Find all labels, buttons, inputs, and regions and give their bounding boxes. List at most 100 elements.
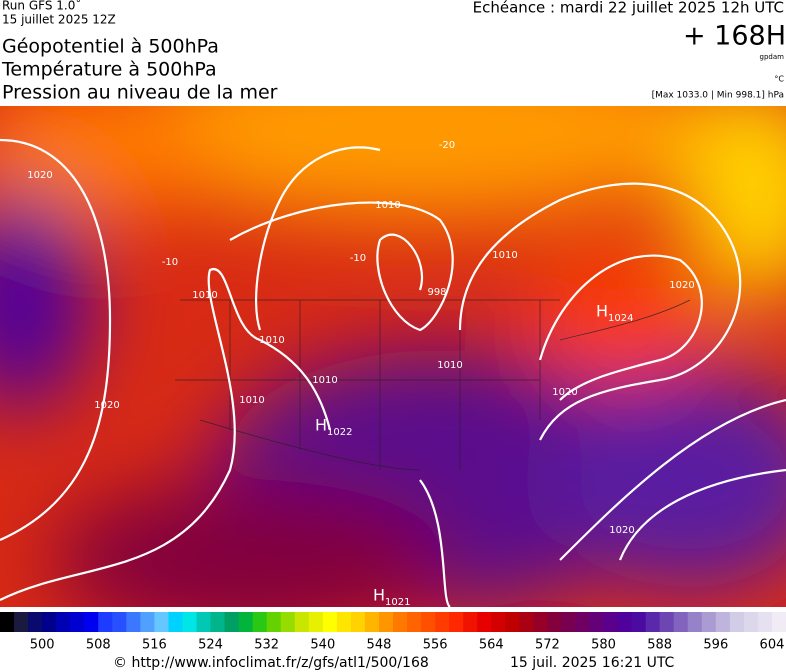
color-swatch <box>182 612 197 632</box>
color-swatch <box>98 612 113 632</box>
color-swatch <box>336 612 352 632</box>
colorbar-tick-label: 604 <box>760 638 785 653</box>
color-swatch <box>126 612 141 632</box>
isobar-label: 1020 <box>27 170 52 181</box>
color-swatch <box>449 612 464 632</box>
high-symbol: H <box>373 586 385 605</box>
colorbar-tick-label: 564 <box>479 638 504 653</box>
colorbar-tick-label: 524 <box>198 638 223 653</box>
color-swatch <box>0 612 15 632</box>
unit-label: gpdam <box>760 53 785 61</box>
color-swatch <box>364 612 380 632</box>
color-swatch <box>140 612 155 632</box>
color-swatch <box>757 612 773 632</box>
timestamp: 15 juil. 2025 16:21 UTC <box>510 655 675 671</box>
colorbar: 500 508 516 524 532 540 548 556 564 572 580 588 596 6… <box>0 612 786 653</box>
color-swatch <box>378 612 394 632</box>
high-symbol: H <box>596 302 608 321</box>
colorbar-tick-label: 596 <box>703 638 728 653</box>
map <box>0 106 786 607</box>
color-swatch <box>477 612 492 632</box>
color-swatch <box>393 612 408 632</box>
color-swatch <box>154 612 169 632</box>
high-value: 1024 <box>608 313 633 324</box>
title-line: Pression au niveau de la mer <box>2 82 278 104</box>
colorbar-tick-label: 516 <box>142 638 167 653</box>
isobar-label: 1010 <box>192 290 217 301</box>
color-swatch <box>56 612 71 632</box>
color-swatch <box>42 612 57 632</box>
colorbar-tick-label: 540 <box>310 638 335 653</box>
color-swatch <box>266 612 282 632</box>
footer: © http://www.infoclimat.fr/z/gfs/atl1/50… <box>113 655 675 671</box>
title-line: Température à 500hPa <box>1 59 217 81</box>
color-swatch <box>28 612 43 632</box>
color-swatch <box>701 612 717 632</box>
color-swatch <box>589 612 605 632</box>
color-swatch <box>168 612 183 632</box>
color-swatch <box>112 612 127 632</box>
color-swatch <box>294 612 310 632</box>
color-swatch <box>645 612 661 632</box>
colorbar-tick-label: 500 <box>30 638 55 653</box>
color-swatch <box>463 612 478 632</box>
high-value: 1022 <box>327 427 352 438</box>
color-swatch <box>505 612 520 632</box>
color-swatch <box>224 612 240 632</box>
color-swatch <box>561 612 576 632</box>
color-swatch <box>421 612 436 632</box>
source-url: © http://www.infoclimat.fr/z/gfs/atl1/50… <box>113 655 429 671</box>
forecast-time: Echéance : mardi 22 juillet 2025 12h UTC <box>473 0 784 17</box>
color-swatch <box>14 612 29 632</box>
colorbar-tick-label: 588 <box>647 638 672 653</box>
color-swatch <box>350 612 366 632</box>
colorbar-tick-label: 580 <box>591 638 616 653</box>
colorbar-tick-label: 548 <box>367 638 392 653</box>
isobar-label: 1020 <box>94 400 119 411</box>
color-swatch <box>659 612 675 632</box>
color-swatch <box>617 612 633 632</box>
isobar-label: 1010 <box>437 360 462 371</box>
color-swatch <box>533 612 548 632</box>
color-swatch <box>743 612 759 632</box>
color-swatch <box>631 612 647 632</box>
colorbar-tick-label: 532 <box>254 638 279 653</box>
colorbar-tick-label: 508 <box>86 638 111 653</box>
color-swatch <box>715 612 731 632</box>
run-date: 15 juillet 2025 12Z <box>2 13 116 27</box>
extrema-label: [Max 1033.0 | Min 998.1] hPa <box>652 91 784 101</box>
color-swatch <box>70 612 85 632</box>
isobar-label: 1010 <box>375 200 400 211</box>
color-swatch <box>729 612 745 632</box>
run-label: Run GFS 1.0˚ <box>2 0 81 13</box>
color-swatch <box>308 612 324 632</box>
isobar-label: 1010 <box>239 395 264 406</box>
color-swatch <box>322 612 338 632</box>
unit-label: °C <box>774 75 784 84</box>
color-swatch <box>252 612 268 632</box>
color-swatch <box>280 612 296 632</box>
isobar-label: 998 <box>427 287 446 298</box>
color-swatch <box>435 612 450 632</box>
color-swatch <box>84 612 99 632</box>
colorbar-tick-label: 556 <box>423 638 448 653</box>
color-swatch <box>238 612 254 632</box>
isobar-label: 1020 <box>609 525 634 536</box>
color-swatch <box>673 612 689 632</box>
color-swatch <box>519 612 534 632</box>
isobar-label: -10 <box>350 253 366 264</box>
map-labels: 1020 1010 1010 1010 1010 1020 1010 1010 1010 1020… <box>27 140 694 608</box>
color-swatch <box>575 612 590 632</box>
lead-time: + 168H <box>683 21 786 52</box>
isobar-label: -20 <box>439 140 455 151</box>
color-swatch <box>407 612 422 632</box>
color-swatch <box>547 612 562 632</box>
color-swatch <box>210 612 226 632</box>
isobar-label: 1020 <box>552 387 577 398</box>
color-swatch <box>771 612 786 632</box>
isobar-label: 1010 <box>259 335 284 346</box>
high-symbol: H <box>315 416 327 435</box>
color-swatch <box>491 612 506 632</box>
isobar-label: 1010 <box>492 250 517 261</box>
